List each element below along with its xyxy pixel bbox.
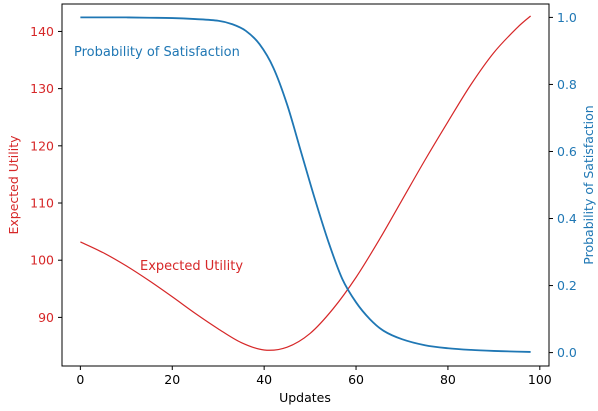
x-tick-label: 100 xyxy=(528,372,552,387)
left-y-axis-title: Expected Utility xyxy=(6,135,21,235)
x-tick-label: 40 xyxy=(256,372,272,387)
x-axis-ticks: 0 20 40 60 80 100 xyxy=(76,366,552,387)
right-y-axis-title: Probability of Satisfaction xyxy=(581,105,596,264)
x-tick-label: 20 xyxy=(164,372,180,387)
x-tick-label: 0 xyxy=(76,372,84,387)
left-y-tick-label: 120 xyxy=(30,138,54,153)
x-axis-title: Updates xyxy=(279,390,331,405)
plot-frame xyxy=(61,3,550,367)
right-y-tick-label: 0.8 xyxy=(557,77,577,92)
probability-of-satisfaction-line xyxy=(80,16,531,353)
left-y-tick-label: 100 xyxy=(30,253,54,268)
right-y-tick-label: 0.2 xyxy=(557,278,577,293)
right-y-tick-label: 0.4 xyxy=(557,211,577,226)
left-y-tick-label: 140 xyxy=(30,24,54,39)
left-y-axis-ticks: 90 100 110 120 130 140 xyxy=(30,24,62,325)
right-y-tick-label: 0.0 xyxy=(557,345,577,360)
series-layer xyxy=(80,15,532,353)
right-y-axis-ticks: 0.0 0.2 0.4 0.6 0.8 1.0 xyxy=(549,10,577,360)
right-y-tick-label: 1.0 xyxy=(557,10,577,25)
right-y-tick-label: 0.6 xyxy=(557,144,577,159)
expected-utility-line xyxy=(80,15,532,351)
left-y-tick-label: 130 xyxy=(30,81,54,96)
x-tick-label: 60 xyxy=(348,372,364,387)
left-y-tick-label: 110 xyxy=(30,196,54,211)
annotation-probability: Probability of Satisfaction xyxy=(74,45,240,60)
annotation-expected-utility: Expected Utility xyxy=(140,259,243,274)
x-tick-label: 80 xyxy=(440,372,456,387)
left-y-tick-label: 90 xyxy=(38,310,54,325)
